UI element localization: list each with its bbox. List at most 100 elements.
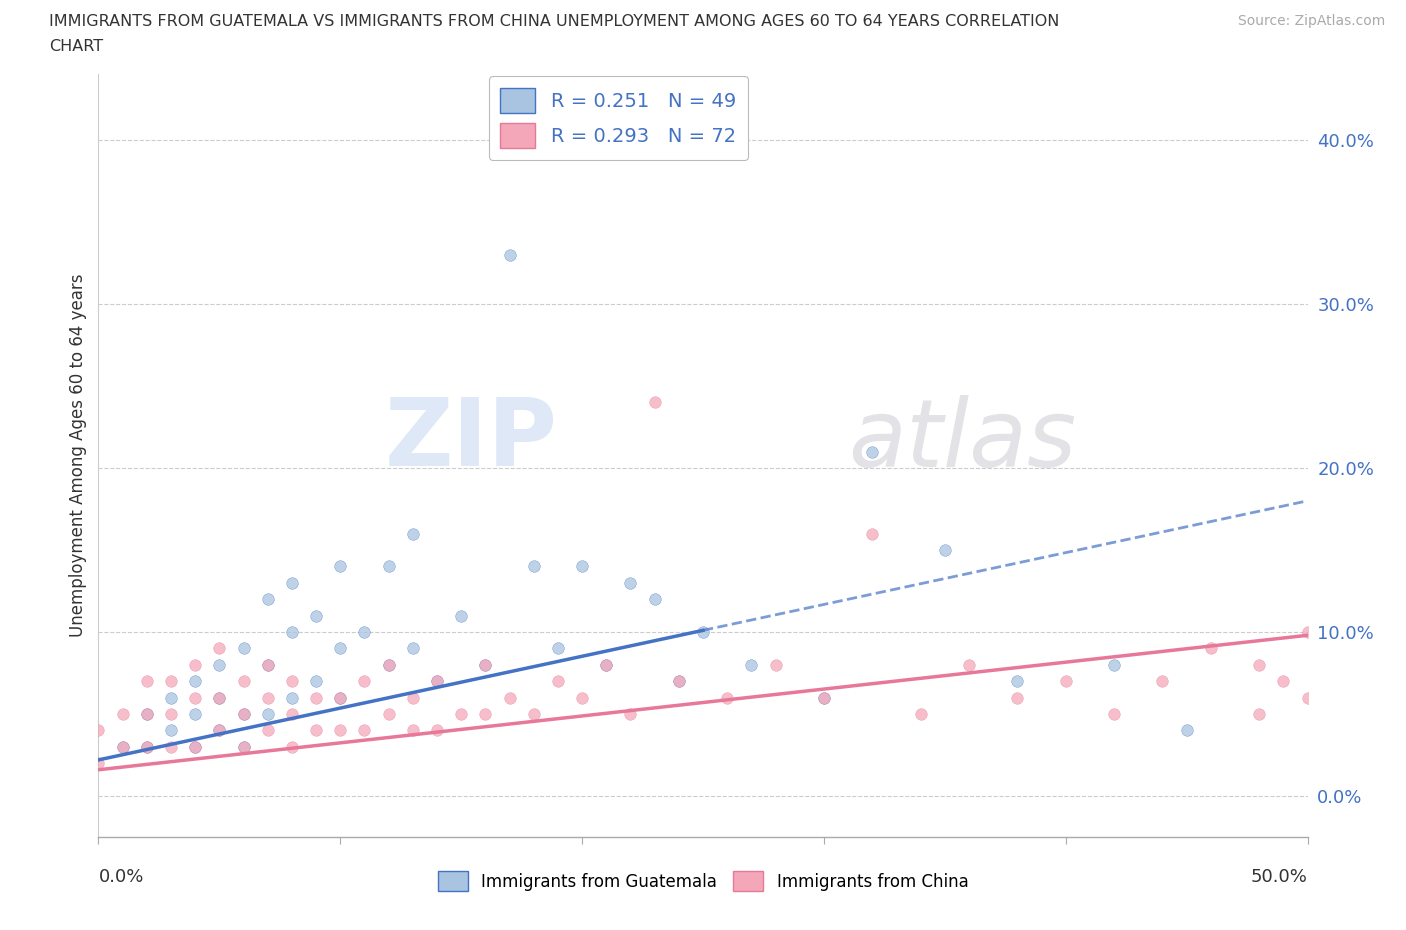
Point: [160, 690, 183, 705]
Point: [1249, 658, 1271, 672]
Point: [305, 608, 328, 623]
Text: ZIP: ZIP: [385, 394, 558, 486]
Point: [1393, 658, 1406, 672]
Point: [305, 723, 328, 737]
Point: [450, 608, 472, 623]
Point: [184, 673, 207, 688]
Point: [692, 625, 714, 640]
Point: [402, 641, 425, 656]
Point: [1296, 690, 1319, 705]
Point: [934, 542, 956, 557]
Point: [1320, 658, 1343, 672]
Point: [281, 673, 304, 688]
Point: [668, 673, 690, 688]
Point: [87, 723, 110, 737]
Point: [498, 247, 520, 262]
Point: [329, 559, 352, 574]
Point: [402, 723, 425, 737]
Legend: Immigrants from Guatemala, Immigrants from China: Immigrants from Guatemala, Immigrants fr…: [430, 865, 976, 897]
Point: [232, 641, 254, 656]
Point: [353, 625, 375, 640]
Point: [184, 690, 207, 705]
Point: [111, 739, 134, 754]
Point: [1152, 673, 1174, 688]
Point: [426, 673, 449, 688]
Point: [281, 576, 304, 591]
Point: [329, 690, 352, 705]
Point: [740, 658, 762, 672]
Point: [305, 690, 328, 705]
Point: [1007, 690, 1029, 705]
Point: [135, 739, 157, 754]
Point: [1369, 690, 1392, 705]
Point: [160, 673, 183, 688]
Point: [644, 395, 666, 410]
Point: [619, 576, 641, 591]
Point: [547, 673, 569, 688]
Point: [281, 707, 304, 722]
Point: [523, 559, 546, 574]
Point: [208, 723, 231, 737]
Point: [402, 690, 425, 705]
Text: CHART: CHART: [49, 39, 103, 54]
Point: [426, 673, 449, 688]
Point: [619, 707, 641, 722]
Point: [135, 673, 157, 688]
Point: [329, 641, 352, 656]
Point: [135, 739, 157, 754]
Point: [860, 445, 883, 459]
Point: [426, 723, 449, 737]
Point: [232, 707, 254, 722]
Point: [208, 641, 231, 656]
Point: [353, 673, 375, 688]
Point: [232, 673, 254, 688]
Text: 50.0%: 50.0%: [1251, 868, 1308, 885]
Point: [1102, 658, 1125, 672]
Point: [644, 591, 666, 606]
Point: [957, 658, 980, 672]
Point: [160, 707, 183, 722]
Point: [256, 723, 278, 737]
Point: [232, 739, 254, 754]
Point: [208, 723, 231, 737]
Point: [377, 658, 399, 672]
Text: IMMIGRANTS FROM GUATEMALA VS IMMIGRANTS FROM CHINA UNEMPLOYMENT AMONG AGES 60 TO: IMMIGRANTS FROM GUATEMALA VS IMMIGRANTS …: [49, 14, 1060, 29]
Point: [571, 690, 593, 705]
Point: [377, 559, 399, 574]
Text: 0.0%: 0.0%: [98, 868, 143, 885]
Point: [111, 707, 134, 722]
Point: [547, 641, 569, 656]
Point: [208, 690, 231, 705]
Point: [595, 658, 617, 672]
Point: [160, 723, 183, 737]
Point: [595, 658, 617, 672]
Point: [135, 707, 157, 722]
Point: [184, 739, 207, 754]
Point: [305, 673, 328, 688]
Point: [281, 690, 304, 705]
Point: [860, 526, 883, 541]
Point: [474, 658, 496, 672]
Point: [1102, 707, 1125, 722]
Point: [256, 658, 278, 672]
Point: [353, 723, 375, 737]
Point: [281, 739, 304, 754]
Point: [1272, 673, 1295, 688]
Point: [184, 707, 207, 722]
Point: [1054, 673, 1077, 688]
Point: [256, 690, 278, 705]
Point: [450, 707, 472, 722]
Point: [256, 591, 278, 606]
Point: [329, 690, 352, 705]
Text: atlas: atlas: [848, 395, 1077, 486]
Point: [256, 658, 278, 672]
Point: [184, 658, 207, 672]
Point: [402, 526, 425, 541]
Point: [281, 625, 304, 640]
Point: [668, 673, 690, 688]
Point: [329, 723, 352, 737]
Point: [111, 739, 134, 754]
Point: [1296, 625, 1319, 640]
Point: [208, 658, 231, 672]
Point: [1175, 723, 1198, 737]
